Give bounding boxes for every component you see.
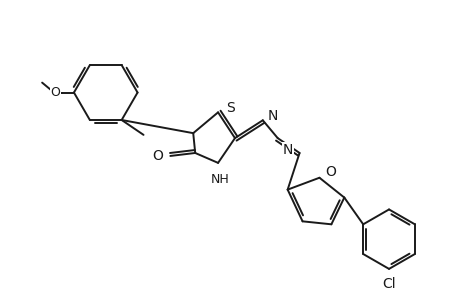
Text: N: N (282, 143, 292, 157)
Text: O: O (50, 86, 60, 99)
Text: NH: NH (210, 173, 229, 186)
Text: S: S (225, 101, 234, 116)
Text: Cl: Cl (381, 277, 395, 291)
Text: O: O (152, 149, 163, 163)
Text: N: N (267, 109, 278, 123)
Text: O: O (325, 165, 336, 179)
